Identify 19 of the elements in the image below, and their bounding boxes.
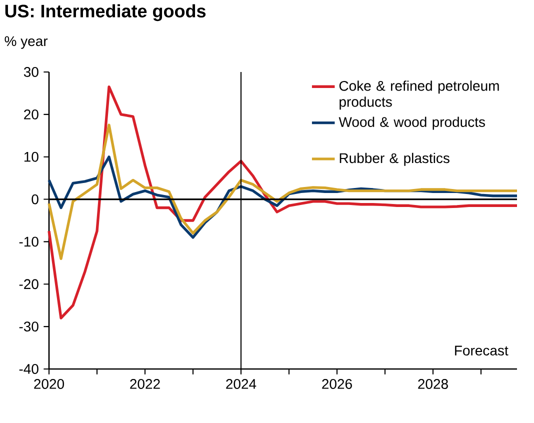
y-tick-label: 30	[24, 67, 38, 77]
legend-label: Coke & refined petroleum products	[339, 80, 499, 110]
y-tick-label: -20	[19, 279, 38, 290]
annotation: Forecast	[455, 346, 508, 356]
y-tick-label: -40	[19, 364, 38, 374]
y-axis-title: % year	[4, 36, 48, 49]
y-tick-label: 20	[24, 109, 38, 120]
y-tick-label: 0	[32, 194, 38, 204]
y-tick-label: -30	[19, 322, 38, 332]
x-tick-label: 2022	[130, 379, 160, 389]
y-tick-label: 10	[24, 152, 38, 162]
x-tick-label: 2026	[322, 379, 352, 389]
y-tick-label: -10	[19, 236, 38, 247]
legend-label: Wood & wood products	[338, 116, 485, 130]
x-tick-label: 2028	[418, 379, 448, 389]
x-tick-label: 2020	[34, 379, 64, 389]
x-tick-label: 2024	[226, 379, 256, 389]
chart-title: US: Intermediate goods	[5, 4, 206, 22]
legend-label: Rubber & plastics	[340, 152, 450, 166]
